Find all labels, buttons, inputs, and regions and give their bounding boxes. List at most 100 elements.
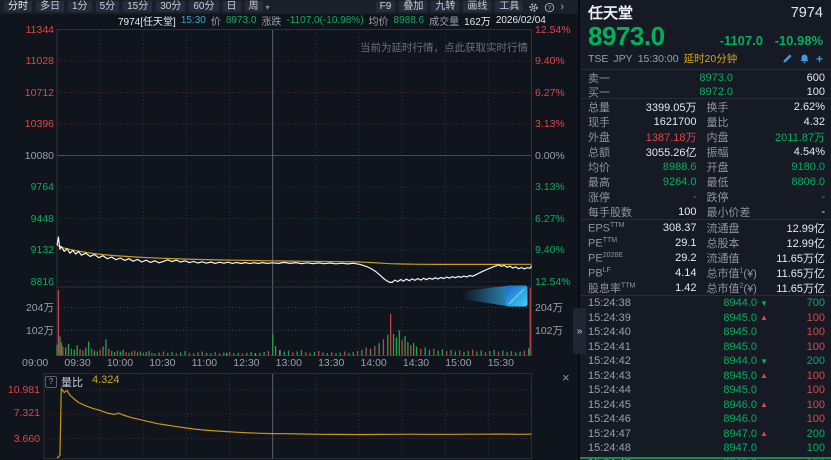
fundamental-row: PETTM 29.1 总股本 12.99亿 — [588, 236, 825, 250]
time-axis-label: 09:00 — [22, 357, 49, 369]
bidask-row: 卖一 8973.0 600 — [588, 72, 825, 85]
pct-axis-label: 6.27% — [535, 86, 565, 99]
trade-row: 15:24:43 8945.0 ▲ 100 — [588, 369, 825, 382]
pct-axis-label: 9.40% — [535, 55, 565, 67]
tool-画线[interactable]: 画线 — [463, 1, 492, 12]
time-axis-label: 09:30 — [64, 357, 91, 369]
tab-1分[interactable]: 1分 — [68, 1, 92, 12]
fundamentals-section: EPSTTM 308.37 流通盘 12.99亿 PETTM 29.1 总股本 12.99亿 P… — [580, 220, 831, 295]
stat-row: 均价 8988.6 开盘 9180.0 — [588, 161, 825, 174]
help-icon[interactable]: ? — [544, 1, 555, 13]
toolbar-tools: F9 叠加 九转 画线 工具 ? › — [372, 1, 564, 13]
chevron-down-icon[interactable]: ▾ — [265, 2, 270, 12]
tab-日[interactable]: 日 — [222, 1, 241, 12]
stock-code: 7974 — [790, 4, 823, 21]
intraday-chart — [56, 29, 533, 356]
tool-叠加[interactable]: 叠加 — [399, 1, 428, 12]
panel-expander[interactable]: » — [573, 308, 586, 354]
period-tabs: 分时 多日 1分 5分 15分 30分 60分日周 — [0, 1, 263, 13]
indicator-axis-label: 10.981 — [7, 384, 40, 396]
pct-axis-label: 3.13% — [535, 181, 565, 193]
time-axis-label: 15:30 — [487, 357, 514, 369]
trade-row: 15:24:48 8947.0 100 — [588, 442, 825, 455]
price-axis-label: 10080 — [24, 149, 54, 162]
indicator-axis-label: 3.660 — [13, 432, 40, 445]
volume-axis-label: 204万 — [535, 301, 564, 314]
uptick-arrow-icon: ▲ — [760, 371, 768, 381]
vol-label: 成交量 — [429, 17, 460, 28]
chg-value: -1107.0(-10.98%) — [286, 15, 364, 26]
uptick-arrow-icon: ▲ — [757, 458, 771, 460]
stat-row: 外盘 1387.18万 内盘 2011.87万 — [588, 132, 825, 144]
change-percent: -10.98% — [774, 33, 823, 48]
indicator-help-icon[interactable]: ? — [45, 376, 57, 388]
price-label: 价 — [210, 17, 221, 28]
quote-header: 任天堂 7974 8973.0 -1107.0 -10.98% TSE JPY … — [580, 0, 831, 69]
delay-badge: 延时20分钟 — [683, 53, 738, 65]
symbol-label: 7974[任天堂] — [118, 17, 176, 28]
quote-timestamp: 15:30:00 — [637, 52, 679, 65]
trade-row: 15:24:46 8946.0 100 — [588, 413, 825, 426]
gear-icon[interactable] — [528, 1, 539, 13]
tool-F9[interactable]: F9 — [375, 1, 396, 12]
tab-分时[interactable]: 分时 — [4, 1, 32, 12]
time-axis: 09:00 09:30 10:00 10:30 11:00 12:30 13:00 13:30… — [22, 357, 514, 369]
stat-row: 每手股数 100 最小价差 - — [588, 206, 825, 219]
stat-row: 涨停 - 跌停 - — [588, 191, 825, 204]
more-chevron-icon[interactable]: › — [560, 1, 564, 13]
time-axis-label: 10:30 — [149, 357, 176, 369]
price-axis-label: 10396 — [24, 118, 54, 130]
tick-trade-list: 15:24:38 8944.0 ▼ 700 15:24:39 8945.0 ▲ 100 15:2… — [580, 296, 831, 460]
price-axis-label: 11028 — [25, 55, 54, 67]
price-axis-label: 9132 — [30, 244, 54, 256]
tool-工具[interactable]: 工具 — [495, 1, 524, 12]
price-axis-label: 10712 — [24, 86, 54, 99]
volume-axis-label: 102万 — [535, 324, 564, 337]
trade-row: 15:24:41 8945.0 100 — [588, 340, 825, 353]
alert-bell-icon[interactable] — [799, 53, 810, 64]
tab-5分[interactable]: 5分 — [95, 1, 120, 12]
stats-section: 总量 3399.05万 换手 2.62% 现手 1621700 量比 4.32 外盘 1387.1… — [580, 99, 831, 219]
tab-15分[interactable]: 15分 — [123, 1, 153, 12]
trade-row: 15:24:40 8945.0 100 — [588, 326, 825, 339]
bid-ask-section: 卖一 8973.0 600 买一 8972.0 100 — [580, 70, 831, 99]
tab-周[interactable]: 周 — [244, 1, 263, 12]
price-value: 8973.0 — [225, 15, 257, 26]
indicator-value: 4.324 — [92, 374, 120, 386]
trade-row: 15:24:45 8946.0 ▲ 100 — [588, 398, 825, 411]
quote-actions: + — [782, 52, 823, 66]
time-axis-label: 14:30 — [402, 357, 430, 369]
chg-label: 涨跌 — [261, 17, 282, 28]
tool-九转[interactable]: 九转 — [431, 1, 460, 12]
quote-time: 15:30 — [180, 15, 206, 26]
tab-60分[interactable]: 60分 — [189, 1, 219, 12]
panel-bottom-strip — [580, 457, 831, 459]
price-axis-label: 8816 — [30, 275, 54, 288]
trade-date: 2026/02/04 — [495, 15, 546, 26]
tab-30分[interactable]: 30分 — [156, 1, 186, 12]
trade-row: 15:24:42 8944.0 ▼ 200 — [588, 355, 825, 368]
trade-row: 15:24:39 8945.0 ▲ 100 — [588, 311, 825, 324]
quote-panel: 任天堂 7974 8973.0 -1107.0 -10.98% TSE JPY … — [578, 0, 831, 460]
edit-pencil-icon[interactable] — [782, 53, 793, 64]
add-plus-icon[interactable]: + — [815, 51, 823, 66]
indicator-axis-label: 7.321 — [13, 406, 40, 419]
svg-text:?: ? — [548, 4, 552, 11]
tab-多日[interactable]: 多日 — [36, 1, 64, 12]
period-toolbar: 分时 多日 1分 5分 15分 30分 60分日周 ▾ F9 叠加 九转 画线 工具 ? › — [0, 0, 578, 14]
downtick-arrow-icon: ▼ — [760, 356, 768, 366]
watermark-logo — [462, 285, 528, 307]
price-axis-label: 11344 — [25, 23, 54, 36]
uptick-arrow-icon: ▲ — [760, 429, 768, 439]
pct-axis-label: 0.00% — [535, 149, 565, 162]
exchange-label: TSE — [588, 52, 609, 65]
stat-row: 最高 9264.0 最低 8806.0 — [588, 176, 825, 189]
uptick-arrow-icon: ▲ — [760, 400, 768, 410]
vol-value: 162万 — [464, 17, 491, 28]
avg-value: 8988.6 — [393, 15, 425, 26]
trade-row: 15:24:44 8945.0 100 — [588, 384, 825, 397]
time-axis-label: 14:00 — [360, 357, 387, 369]
close-icon[interactable]: × — [562, 370, 570, 385]
price-axis-label: 9764 — [30, 181, 54, 193]
pct-axis-label: 12.54% — [535, 275, 571, 288]
